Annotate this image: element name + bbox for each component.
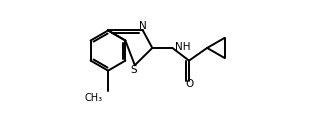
Text: N: N <box>139 21 147 31</box>
Text: S: S <box>131 65 137 75</box>
Text: NH: NH <box>176 42 191 52</box>
Text: O: O <box>185 79 193 89</box>
Text: CH₃: CH₃ <box>84 93 103 103</box>
